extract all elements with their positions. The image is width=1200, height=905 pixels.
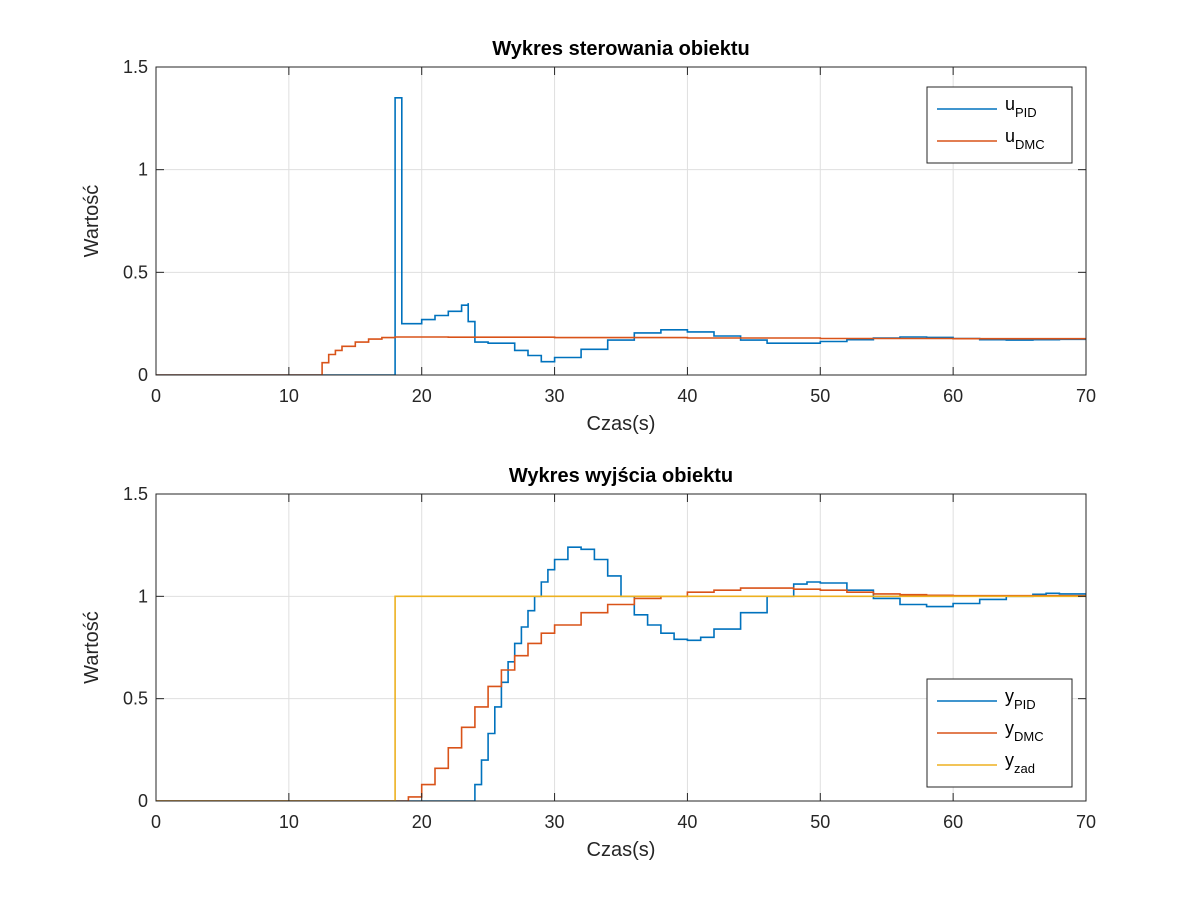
chart-title: Wykres sterowania obiektu [492,38,750,60]
y-axis-label: Wartość [81,185,103,258]
y-tick-label: 0 [138,365,148,385]
series-line-y_PID [156,546,1086,801]
series-line-y_DMC [156,587,1086,801]
chart-title: Wykres wyjścia obiektu [509,465,733,487]
series-line-y_zad [156,595,1086,801]
y-tick-label: 0.5 [123,689,148,709]
x-tick-label: 50 [810,386,830,406]
chart-panel-2: 0 10 20 30 40 50 60 70 0 0.5 1 1.5 Wykres wyjścia ob… [81,465,1096,861]
x-tick-label: 30 [545,386,565,406]
axes-box [155,66,1087,376]
x-tick-label: 70 [1076,812,1096,832]
x-tick-label: 20 [412,812,432,832]
y-tick-label: 0 [138,791,148,811]
x-axis-label: Czas(s) [587,839,656,861]
x-tick-label: 20 [412,386,432,406]
chart-panel-1: 0 10 20 30 40 50 60 70 0 0.5 1 1.5 Wykres sterowania… [81,38,1096,435]
y-tick-label: 1 [138,160,148,180]
x-tick-label: 60 [943,812,963,832]
x-tick-label: 70 [1076,386,1096,406]
x-tick-label: 60 [943,386,963,406]
y-tick-label: 1 [138,586,148,606]
series-line-u_PID [156,97,1086,375]
x-axis-label: Czas(s) [587,413,656,435]
x-tick-label: 0 [151,386,161,406]
x-tick-label: 10 [279,812,299,832]
x-tick-label: 40 [677,812,697,832]
legend-box [926,86,1073,164]
x-tick-label: 30 [545,812,565,832]
y-tick-label: 1.5 [123,484,148,504]
x-tick-label: 40 [677,386,697,406]
series-line-u_DMC [156,336,1086,375]
axes-box [155,493,1087,802]
y-axis-label: Wartość [81,611,103,684]
y-tick-label: 0.5 [123,262,148,282]
x-tick-label: 0 [151,812,161,832]
y-tick-label: 1.5 [123,57,148,77]
x-tick-label: 10 [279,386,299,406]
x-tick-label: 50 [810,812,830,832]
